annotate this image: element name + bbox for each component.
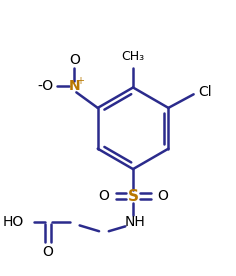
Text: HO: HO	[3, 214, 24, 229]
Text: N: N	[69, 79, 80, 92]
Text: O: O	[98, 189, 109, 203]
Text: O: O	[69, 53, 80, 67]
Text: -O: -O	[37, 79, 53, 92]
Text: O: O	[42, 245, 53, 259]
Text: CH₃: CH₃	[122, 50, 145, 63]
Text: S: S	[127, 189, 139, 204]
Text: NH: NH	[125, 214, 145, 229]
Text: +: +	[76, 76, 84, 86]
Text: Cl: Cl	[198, 85, 212, 99]
Text: O: O	[157, 189, 168, 203]
